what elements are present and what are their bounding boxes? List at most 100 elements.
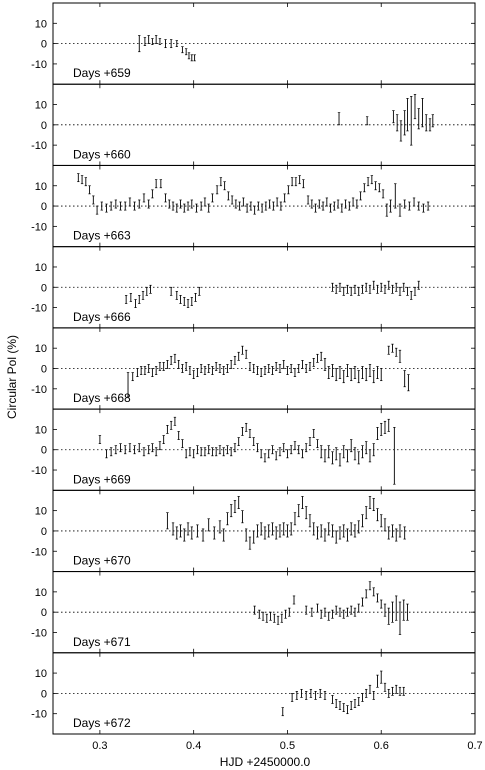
data-point bbox=[385, 203, 389, 217]
data-point bbox=[413, 94, 417, 120]
y-tick-label: 10 bbox=[35, 587, 47, 599]
panel: 10 0 -10 Days +669 bbox=[31, 408, 476, 491]
data-point bbox=[129, 293, 133, 302]
data-point bbox=[309, 688, 313, 698]
data-point bbox=[410, 290, 413, 300]
data-point bbox=[398, 349, 402, 363]
data-point bbox=[316, 353, 319, 363]
data-point bbox=[147, 199, 150, 209]
panel: 10 0 -10 Days +672 bbox=[31, 652, 476, 735]
data-point bbox=[186, 299, 190, 308]
y-tick-label: 0 bbox=[41, 526, 47, 538]
data-point bbox=[368, 684, 372, 694]
data-point bbox=[100, 201, 103, 211]
x-axis: 0.3 0.4 0.5 0.6 0.7 bbox=[92, 740, 482, 752]
data-point bbox=[327, 611, 330, 621]
data-point bbox=[288, 607, 291, 617]
data-point bbox=[263, 526, 267, 540]
data-point bbox=[346, 607, 349, 617]
data-point bbox=[308, 362, 312, 371]
panel: 10 0 -10 Days +663 bbox=[31, 164, 476, 248]
data-point bbox=[372, 280, 375, 290]
data-point bbox=[207, 518, 210, 532]
data-point bbox=[154, 179, 158, 189]
data-point bbox=[214, 447, 218, 457]
data-point bbox=[342, 445, 345, 459]
data-point bbox=[398, 286, 402, 296]
data-point bbox=[207, 203, 210, 213]
data-point bbox=[361, 693, 364, 702]
data-point bbox=[338, 366, 342, 380]
data-point bbox=[282, 443, 285, 453]
data-point bbox=[338, 453, 342, 467]
data-point bbox=[158, 38, 162, 45]
data-point bbox=[316, 439, 319, 449]
data-point bbox=[234, 199, 238, 209]
data-point bbox=[350, 439, 353, 453]
data-point bbox=[312, 357, 315, 367]
y-tick-label: 10 bbox=[35, 100, 47, 112]
y-tick-label: 0 bbox=[41, 39, 47, 51]
data-point bbox=[281, 707, 284, 717]
data-point bbox=[203, 447, 207, 457]
data-point bbox=[196, 524, 199, 538]
data-point bbox=[241, 510, 244, 524]
data-point bbox=[268, 199, 271, 209]
data-point bbox=[391, 686, 394, 696]
data-point bbox=[169, 420, 173, 430]
data-point bbox=[395, 282, 398, 292]
data-point bbox=[383, 603, 387, 617]
data-point bbox=[335, 284, 338, 294]
data-point bbox=[286, 449, 289, 459]
data-point bbox=[259, 522, 263, 536]
data-point bbox=[350, 286, 353, 296]
data-point bbox=[335, 368, 338, 382]
data-point bbox=[84, 177, 88, 187]
data-point bbox=[399, 120, 403, 142]
data-point bbox=[357, 697, 360, 706]
data-point bbox=[241, 427, 244, 436]
data-point bbox=[267, 364, 270, 373]
y-tick-label: 10 bbox=[35, 506, 47, 518]
data-point bbox=[331, 282, 334, 292]
data-point bbox=[422, 203, 425, 213]
data-point bbox=[376, 427, 379, 440]
panel: 10 0 -10 Days +659 bbox=[31, 2, 476, 85]
data-point bbox=[368, 496, 372, 509]
data-point bbox=[263, 366, 267, 375]
data-point bbox=[190, 199, 193, 209]
data-point bbox=[320, 445, 323, 459]
data-point bbox=[226, 364, 229, 373]
data-point bbox=[211, 447, 214, 457]
data-point bbox=[264, 201, 268, 211]
data-point bbox=[402, 686, 405, 696]
data-point bbox=[316, 603, 319, 613]
data-point bbox=[305, 506, 308, 520]
data-point bbox=[179, 524, 182, 538]
panels: 10 0 -10 Days +659 10 0 -10 Days +660 10 0 -10 Days… bbox=[31, 2, 476, 735]
data-point bbox=[365, 441, 368, 455]
data-point bbox=[337, 112, 341, 126]
data-point bbox=[338, 526, 342, 540]
panel-label: Days +670 bbox=[73, 554, 131, 568]
data-point bbox=[138, 443, 141, 453]
data-point bbox=[312, 429, 315, 438]
data-point bbox=[273, 613, 276, 623]
data-point bbox=[177, 360, 180, 369]
data-point bbox=[162, 435, 165, 444]
data-point bbox=[365, 688, 368, 698]
data-point bbox=[169, 39, 173, 49]
data-point bbox=[320, 609, 323, 619]
data-point bbox=[184, 362, 188, 371]
data-point bbox=[283, 193, 286, 203]
data-point bbox=[265, 613, 269, 623]
data-point bbox=[387, 688, 390, 698]
data-point bbox=[166, 512, 169, 530]
data-point bbox=[350, 701, 353, 710]
data-point bbox=[267, 524, 270, 538]
data-point bbox=[143, 37, 147, 46]
y-tick-label: -10 bbox=[31, 627, 47, 639]
data-point bbox=[278, 524, 282, 538]
data-point bbox=[199, 364, 203, 373]
